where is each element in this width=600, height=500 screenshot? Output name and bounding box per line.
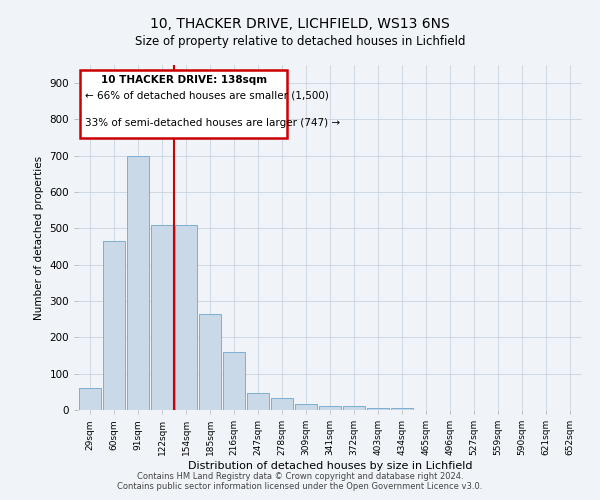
Text: ← 66% of detached houses are smaller (1,500): ← 66% of detached houses are smaller (1,… <box>85 91 329 101</box>
Bar <box>175 225 197 410</box>
Bar <box>199 314 221 410</box>
Bar <box>79 388 101 410</box>
Text: Size of property relative to detached houses in Lichfield: Size of property relative to detached ho… <box>135 35 465 48</box>
Bar <box>103 241 125 410</box>
Bar <box>151 225 173 410</box>
Bar <box>223 352 245 410</box>
Text: 10, THACKER DRIVE, LICHFIELD, WS13 6NS: 10, THACKER DRIVE, LICHFIELD, WS13 6NS <box>150 18 450 32</box>
Bar <box>271 398 293 410</box>
Bar <box>295 404 317 410</box>
Y-axis label: Number of detached properties: Number of detached properties <box>34 156 44 320</box>
Bar <box>127 156 149 410</box>
Text: Contains HM Land Registry data © Crown copyright and database right 2024.: Contains HM Land Registry data © Crown c… <box>137 472 463 481</box>
Bar <box>343 406 365 410</box>
Bar <box>391 408 413 410</box>
Bar <box>247 393 269 410</box>
Text: 33% of semi-detached houses are larger (747) →: 33% of semi-detached houses are larger (… <box>85 118 341 128</box>
Bar <box>367 408 389 410</box>
Bar <box>319 406 341 410</box>
X-axis label: Distribution of detached houses by size in Lichfield: Distribution of detached houses by size … <box>188 461 472 471</box>
FancyBboxPatch shape <box>80 70 287 138</box>
Text: 10 THACKER DRIVE: 138sqm: 10 THACKER DRIVE: 138sqm <box>101 74 266 85</box>
Text: Contains public sector information licensed under the Open Government Licence v3: Contains public sector information licen… <box>118 482 482 491</box>
